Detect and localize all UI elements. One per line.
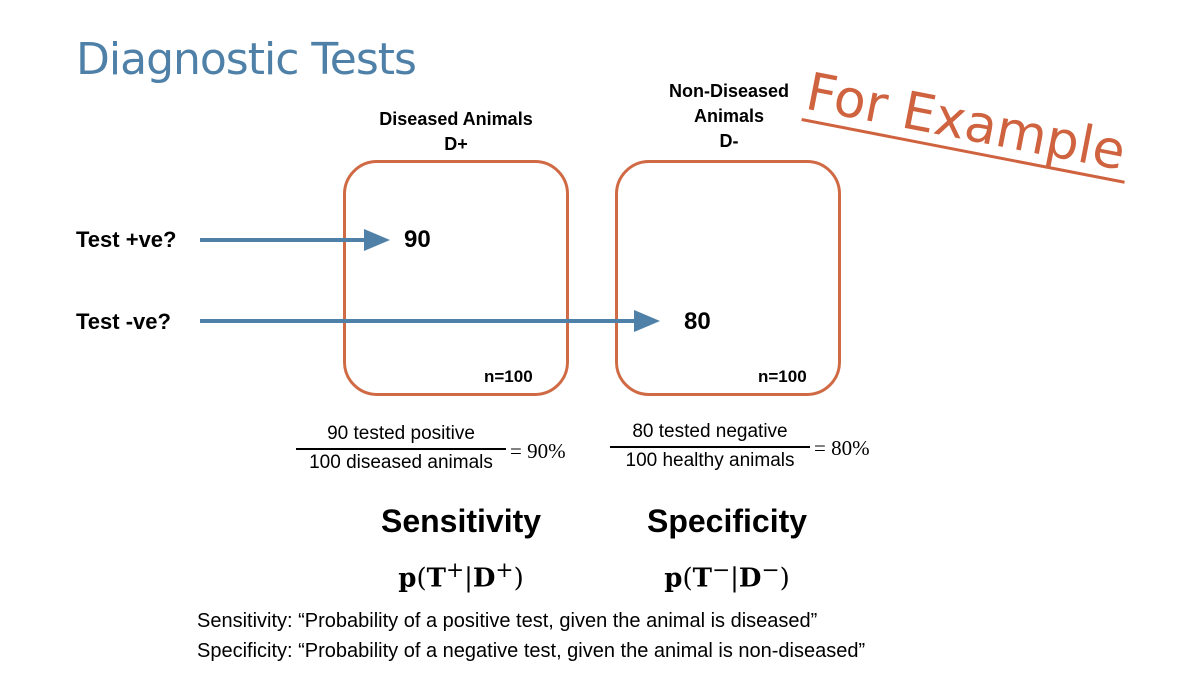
- test-negative-arrow: [200, 310, 660, 332]
- formula-bar: |: [730, 563, 739, 594]
- sensitivity-denominator: 100 diseased animals: [309, 451, 493, 473]
- formula-paren-close: ): [779, 563, 790, 594]
- diseased-box: [343, 160, 569, 396]
- specificity-definition: Specificity: “Probability of a negative …: [197, 640, 866, 662]
- diseased-header-symbol: D+: [444, 134, 468, 154]
- formula-T-sup: +: [445, 558, 465, 583]
- formula-T: T: [692, 563, 712, 594]
- specificity-result: = 80%: [814, 436, 870, 460]
- non-diseased-box: [615, 160, 841, 396]
- sensitivity-definition: Sensitivity: “Probability of a positive …: [197, 610, 818, 632]
- non-diseased-negative-count: 80: [684, 308, 711, 335]
- specificity-numerator: 80 tested negative: [632, 421, 788, 442]
- formula-paren-open: (: [416, 563, 427, 594]
- specificity-fraction: 80 tested negative 100 healthy animals: [610, 421, 810, 472]
- sensitivity-numerator: 90 tested positive: [327, 423, 475, 444]
- non-diseased-header-label: Non-Diseased: [668, 81, 790, 101]
- formula-bar: |: [464, 563, 473, 594]
- diseased-header-label: Diseased Animals: [379, 109, 533, 129]
- non-diseased-header-label-2: Animals: [693, 106, 765, 126]
- test-positive-arrow: [200, 229, 390, 251]
- page-title: Diagnostic Tests: [76, 34, 417, 85]
- formula-paren-open: (: [682, 563, 693, 594]
- sensitivity-result: = 90%: [510, 439, 566, 463]
- diseased-header: Diseased Animals D+: [356, 107, 556, 157]
- non-diseased-header: Non-Diseased Animals D-: [629, 79, 829, 154]
- fraction-bar: [610, 446, 810, 448]
- formula-p: p: [664, 563, 683, 594]
- formula-T: T: [426, 563, 446, 594]
- specificity-denominator: 100 healthy animals: [625, 449, 795, 471]
- sensitivity-formula: p(T+|D+): [356, 558, 566, 594]
- formula-D-sup: +: [495, 558, 514, 583]
- formula-p: p: [398, 563, 417, 594]
- formula-D: D: [738, 563, 762, 594]
- specificity-formula: p(T−|D−): [622, 558, 832, 594]
- sensitivity-heading: Sensitivity: [380, 503, 542, 539]
- specificity-heading: Specificity: [646, 503, 808, 539]
- formula-T-sup: −: [711, 558, 731, 583]
- sensitivity-fraction: 90 tested positive 100 diseased animals: [296, 423, 506, 474]
- formula-paren-close: ): [513, 563, 524, 594]
- test-negative-label: Test -ve?: [76, 309, 171, 334]
- formula-D: D: [472, 563, 496, 594]
- non-diseased-n-label: n=100: [758, 367, 807, 386]
- fraction-bar: [296, 448, 506, 450]
- test-positive-label: Test +ve?: [76, 227, 177, 252]
- diseased-n-label: n=100: [484, 367, 533, 386]
- diseased-positive-count: 90: [404, 226, 431, 253]
- non-diseased-header-symbol: D-: [719, 131, 739, 151]
- formula-D-sup: −: [761, 558, 780, 583]
